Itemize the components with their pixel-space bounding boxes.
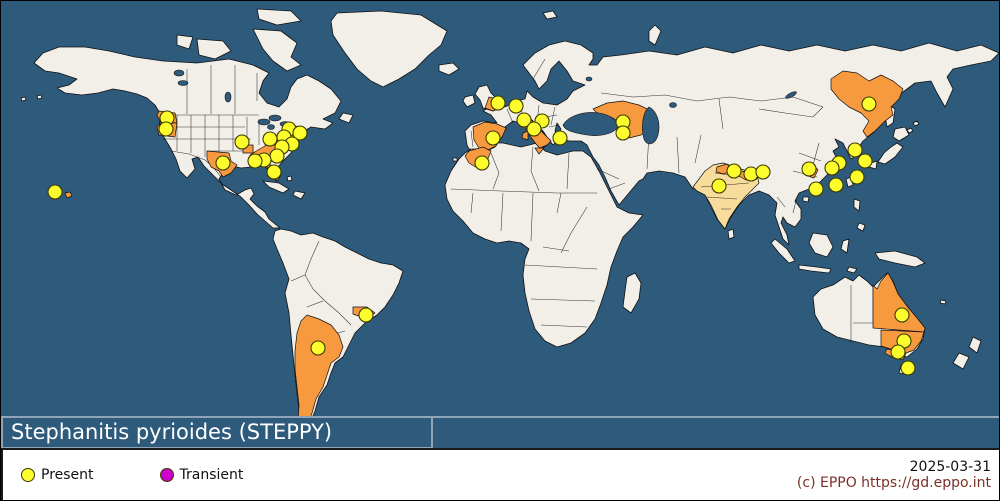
map-date: 2025-03-31 [909, 459, 991, 475]
present-point [755, 164, 771, 180]
legend-items: Present Transient [3, 467, 309, 483]
legend-item-transient: Transient [159, 467, 244, 483]
lake-michigan [267, 124, 275, 130]
legend-bar: Present Transient 2025-03-31 (c) EPPO ht… [1, 448, 999, 500]
region-india [692, 162, 760, 230]
present-point [474, 155, 490, 171]
copyright-notice: (c) EPPO https://gd.eppo.int [796, 475, 991, 491]
hainan [802, 196, 810, 203]
africa [444, 142, 644, 348]
present-point [726, 163, 742, 179]
present-point [269, 148, 285, 164]
present-point [801, 161, 817, 177]
map-title: Stephanitis pyrioides (STEPPY) [11, 420, 333, 444]
lake-winnipeg [224, 91, 232, 103]
greenland [330, 10, 448, 88]
transient-point-icon [159, 468, 174, 482]
present-point [857, 153, 873, 169]
philippines [853, 198, 866, 232]
black-sea [562, 112, 618, 136]
present-point [615, 125, 631, 141]
lake-ladoga [585, 76, 593, 82]
present-point [849, 169, 865, 185]
present-point [310, 340, 326, 356]
arctic-islands [176, 8, 302, 72]
newfoundland [338, 112, 354, 124]
present-point [485, 130, 501, 146]
present-point [890, 344, 906, 360]
lake-baikal [785, 91, 797, 99]
present-point [47, 184, 63, 200]
svalbard-nz [542, 10, 662, 46]
lake-superior [257, 118, 271, 126]
footer-block: 2025-03-31 (c) EPPO https://gd.eppo.int [797, 459, 999, 491]
aral-sea [669, 102, 677, 108]
caspian-sea [642, 106, 660, 145]
madagascar [622, 272, 642, 314]
present-point [828, 177, 844, 193]
present-point [262, 131, 278, 147]
islets [20, 94, 947, 305]
present-points [47, 95, 916, 376]
present-point [234, 134, 250, 150]
present-point [266, 164, 282, 180]
iceland [438, 62, 460, 76]
present-point [711, 178, 727, 194]
region-hawaii [64, 191, 73, 199]
present-point [808, 181, 824, 197]
seas-and-lakes [173, 69, 797, 145]
legend-item-present: Present [21, 467, 94, 483]
map-title-bar: Stephanitis pyrioides (STEPPY) [1, 416, 433, 449]
great-bear-lake [173, 69, 185, 77]
caribbean [262, 175, 306, 200]
present-point [158, 121, 174, 137]
present-point [824, 160, 840, 176]
present-point [900, 360, 916, 376]
present-point [894, 307, 910, 323]
sri-lanka [727, 228, 735, 240]
present-point [215, 155, 231, 171]
present-point [508, 98, 524, 114]
present-point [526, 121, 542, 137]
legend-label-present: Present [41, 467, 94, 483]
present-point [861, 96, 877, 112]
present-point-icon [21, 468, 35, 482]
lake-huron [268, 114, 282, 122]
great-slave-lake [177, 80, 189, 86]
indonesia [770, 232, 926, 274]
present-point [552, 130, 568, 146]
panel-divider [1, 416, 999, 418]
present-point [847, 142, 863, 158]
present-point [516, 112, 532, 128]
present-point [358, 307, 374, 323]
present-point [490, 95, 506, 111]
present-point [292, 125, 308, 141]
legend-label-transient: Transient [179, 467, 244, 483]
present-point [247, 153, 263, 169]
new-zealand [952, 336, 982, 370]
